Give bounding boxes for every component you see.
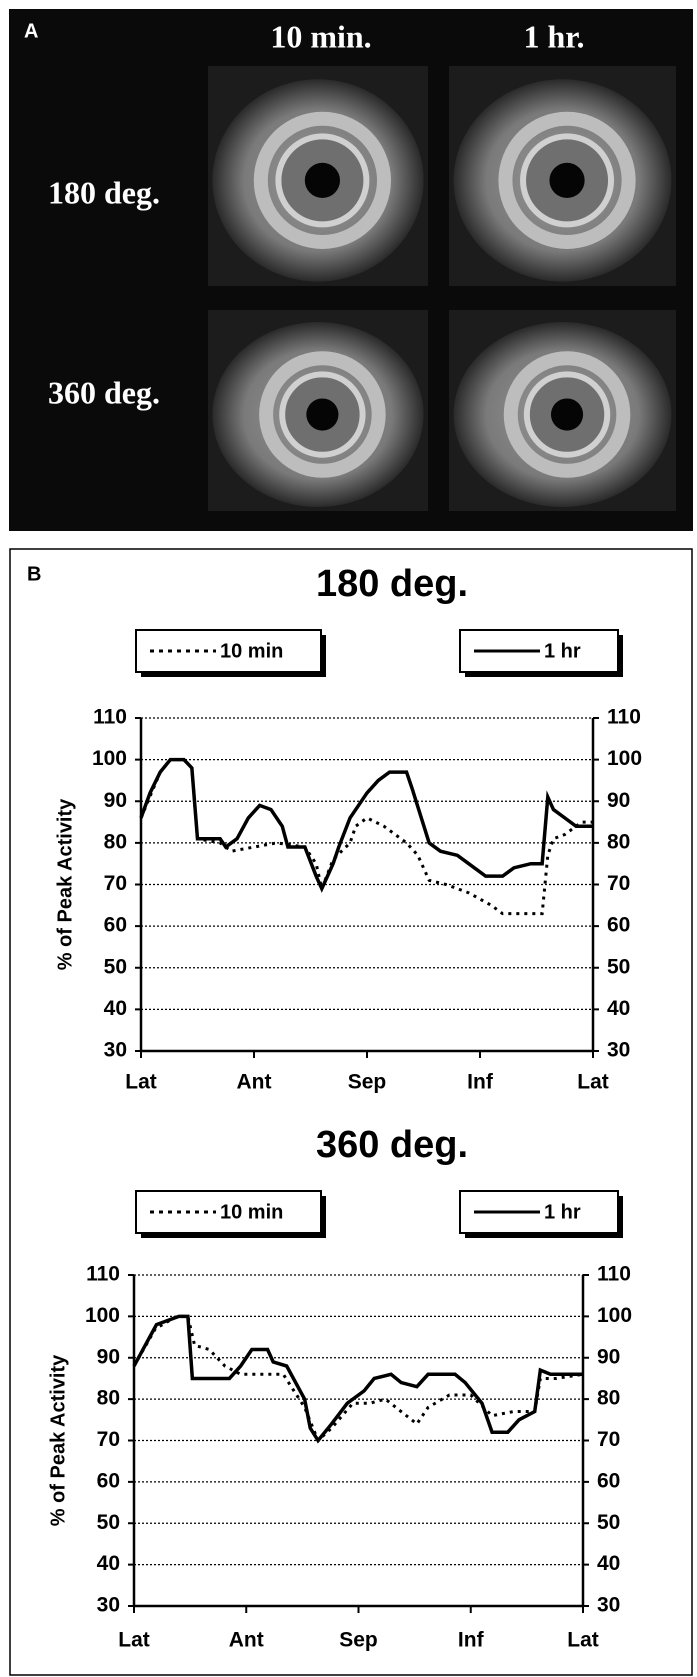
y-tick-label: 80 [97, 1387, 120, 1410]
y-tick-label: 100 [85, 1304, 120, 1327]
y-tick-label: 60 [104, 914, 127, 937]
series-line [132, 1314, 584, 1444]
panel-label: B [27, 563, 41, 585]
x-tick-label: Lat [118, 1629, 150, 1652]
column-label: 1 hr. [523, 18, 584, 54]
y2-tick-label: 40 [607, 997, 630, 1020]
cavity [550, 398, 584, 431]
x-tick-label: Inf [458, 1629, 485, 1652]
y-tick-label: 80 [104, 830, 127, 853]
legend-box [135, 1190, 322, 1234]
y2-tick-label: 70 [607, 872, 630, 895]
y2-tick-label: 50 [607, 955, 630, 978]
y2-tick-label: 30 [607, 1039, 630, 1062]
charts: 180 deg. 10 min 1 hr 30 30 40 40 50 50 60 60 70 70 80… [47, 563, 642, 1652]
y-tick-label: 70 [97, 1428, 120, 1451]
series-line [132, 1314, 583, 1444]
scan-images [208, 66, 676, 511]
chart-title: 180 deg. [316, 563, 468, 605]
x-tick-label: Ant [237, 1071, 272, 1094]
y-tick-label: 50 [104, 955, 127, 978]
y2-tick-label: 110 [597, 1263, 631, 1286]
panel-label: A [24, 20, 38, 42]
y-tick-label: 30 [97, 1594, 120, 1617]
cavity [549, 162, 585, 198]
y-axis-title: % of Peak Activity [47, 1354, 69, 1526]
x-tick-label: Sep [348, 1071, 387, 1094]
scan [449, 66, 676, 286]
legend-label: 10 min [220, 1201, 283, 1223]
myocardium-ring [498, 111, 636, 249]
y2-tick-label: 100 [597, 1304, 632, 1327]
x-tick-label: Sep [339, 1629, 378, 1652]
y-tick-label: 40 [104, 997, 127, 1020]
legend-label: 1 hr [544, 1201, 581, 1223]
x-tick-label: Lat [567, 1629, 599, 1652]
row-label: 180 deg. [48, 174, 160, 210]
x-tick-label: Inf [467, 1071, 494, 1094]
line-chart: 180 deg. 10 min 1 hr 30 30 40 40 50 50 60 60 70 70 80… [54, 563, 642, 1094]
y-tick-label: 100 [92, 747, 127, 770]
y-tick-label: 30 [104, 1039, 127, 1062]
y2-tick-label: 50 [597, 1511, 620, 1534]
chart-title: 360 deg. [316, 1124, 468, 1166]
y2-tick-label: 40 [597, 1552, 620, 1575]
y2-tick-label: 80 [607, 830, 630, 853]
scan [449, 310, 676, 511]
column-label: 10 min. [270, 18, 371, 54]
row-label: 360 deg. [48, 374, 160, 410]
panel-b-frame [9, 548, 693, 1676]
y-axis-title: % of Peak Activity [54, 798, 76, 970]
legend-box [135, 629, 322, 673]
x-tick-label: Lat [577, 1071, 609, 1094]
y-tick-label: 50 [97, 1511, 120, 1534]
y2-tick-label: 70 [597, 1428, 620, 1451]
y-tick-label: 90 [104, 789, 127, 812]
myocardium-ring [503, 351, 631, 478]
y2-tick-label: 60 [607, 914, 630, 937]
x-tick-label: Lat [125, 1071, 157, 1094]
myocardium-ring [253, 111, 391, 249]
y-tick-label: 70 [104, 872, 127, 895]
cavity [306, 398, 339, 431]
scan [208, 310, 428, 511]
y2-tick-label: 90 [607, 789, 630, 812]
y2-tick-label: 80 [597, 1387, 620, 1410]
legend-label: 10 min [220, 640, 283, 662]
legend-label: 1 hr [544, 640, 581, 662]
line-chart: 360 deg. 10 min 1 hr 30 30 40 40 50 50 60 60 70 70 80… [47, 1124, 632, 1652]
y2-tick-label: 30 [597, 1594, 620, 1617]
y-tick-label: 90 [97, 1345, 120, 1368]
y-tick-label: 60 [97, 1469, 120, 1492]
y2-tick-label: 90 [597, 1345, 620, 1368]
series-line [139, 757, 593, 893]
y-tick-label: 40 [97, 1552, 120, 1575]
x-tick-label: Ant [229, 1629, 264, 1652]
y-tick-label: 110 [93, 706, 127, 729]
cavity [304, 162, 340, 198]
y-tick-label: 110 [86, 1263, 120, 1286]
scan [208, 66, 428, 286]
y2-tick-label: 110 [607, 706, 641, 729]
y2-tick-label: 100 [607, 747, 642, 770]
myocardium-ring [259, 351, 386, 478]
y2-tick-label: 60 [597, 1469, 620, 1492]
